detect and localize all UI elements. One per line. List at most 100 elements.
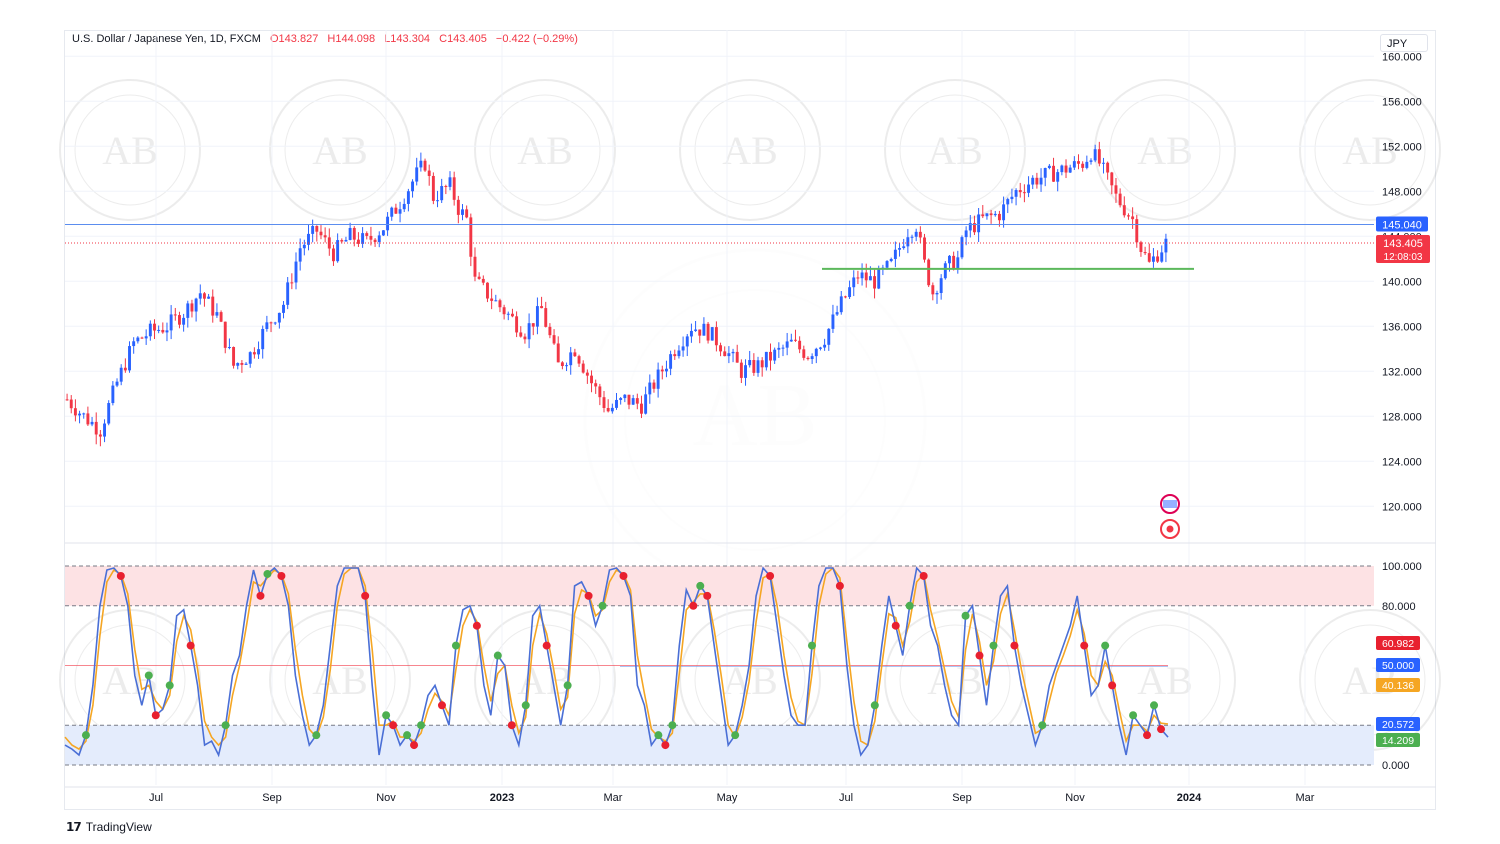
candle-body [972, 223, 976, 233]
ohlc-high: H144.098 [327, 33, 376, 45]
sell-signal-dot [1010, 641, 1019, 650]
resistance-badge-label: 145.040 [1382, 220, 1422, 232]
candle-body [964, 230, 968, 238]
watermark-seal-text: AB [1137, 128, 1193, 173]
tradingview-icon: 𝟭𝟳 [66, 820, 82, 834]
buy-signal-dot [417, 721, 426, 730]
candle-body [219, 312, 223, 322]
japan-flag-icon-dot [1166, 525, 1174, 533]
candle-body [535, 306, 539, 327]
candle-body [731, 351, 735, 354]
candle-body [523, 336, 527, 340]
candle-body [340, 240, 344, 242]
candle-body [602, 397, 606, 408]
candle-body [107, 403, 111, 424]
candle-body [927, 259, 931, 286]
candle-body [456, 199, 460, 215]
candle-body [1118, 193, 1122, 206]
sell-signal-dot [1143, 731, 1152, 740]
sell-signal-dot [361, 591, 370, 600]
candle-body [261, 328, 265, 350]
candle-body [660, 369, 664, 372]
time-axis-label: May [717, 792, 738, 804]
candle-body [752, 360, 756, 373]
time-axis-label: Nov [376, 792, 396, 804]
candle-body [948, 255, 951, 264]
candle-body [86, 413, 90, 425]
candle-body [510, 313, 514, 317]
symbol-name[interactable]: U.S. Dollar / Japanese Yen, 1D, FXCM [72, 33, 261, 45]
candle-body [623, 394, 627, 399]
currency-selector[interactable]: JPY [1380, 34, 1428, 52]
time-axis-label: Sep [262, 792, 282, 804]
candle-body [190, 303, 194, 312]
candle-body [760, 360, 764, 368]
watermark-seal-inner [74, 94, 186, 206]
candle-body [390, 207, 394, 217]
buy-signal-dot [165, 681, 174, 690]
watermark-seal-text: AB [722, 128, 778, 173]
candle-body [669, 354, 673, 369]
buy-signal-dot [521, 701, 530, 710]
candle-body [311, 226, 315, 234]
candle-body [248, 352, 252, 364]
candle-body [315, 226, 319, 232]
candle-body [577, 356, 581, 364]
candle-body [356, 239, 360, 244]
buy-signal-dot [1038, 721, 1047, 730]
candle-body [868, 276, 872, 281]
candle-body [277, 312, 281, 323]
sell-signal-dot [619, 571, 628, 580]
watermark-seal-text: AB [312, 128, 368, 173]
buy-signal-dot [451, 641, 460, 650]
candle-body [198, 293, 202, 299]
tradingview-logo[interactable]: 𝟭𝟳 TradingView [66, 820, 152, 834]
candle-body [818, 347, 822, 349]
candle-body [373, 239, 377, 243]
candle-body [398, 209, 402, 214]
candle-body [798, 340, 802, 350]
watermark-center-text: AB [692, 366, 817, 465]
candle-body [1135, 219, 1139, 243]
buy-signal-dot [961, 611, 970, 620]
candle-body [194, 298, 198, 312]
last-price-badge-label: 143.405 [1383, 238, 1423, 250]
candle-body [968, 223, 972, 231]
candle-body [648, 382, 652, 395]
candle-body [902, 246, 906, 249]
candle-body [852, 277, 856, 288]
candle-body [1072, 161, 1076, 168]
candle-body [444, 186, 448, 188]
watermark-seal-inner [694, 94, 806, 206]
candle-body [681, 346, 685, 351]
oscillator-axis-label: 100.000 [1382, 561, 1422, 573]
candle-body [548, 326, 552, 336]
candle-body [1014, 190, 1018, 197]
candle-body [332, 248, 335, 262]
candle-body [1022, 192, 1026, 194]
candle-body [960, 237, 964, 258]
candle-body [835, 312, 839, 315]
oscillator-axis-label: 80.000 [1382, 601, 1416, 613]
candle-body [702, 323, 706, 336]
sell-signal-dot [766, 571, 775, 580]
candle-body [336, 240, 340, 262]
buy-signal-dot [81, 731, 90, 740]
candle-body [502, 307, 506, 315]
countdown-label: 12:08:03 [1384, 252, 1423, 263]
candle-body [1043, 168, 1047, 178]
candle-body [885, 261, 889, 268]
watermark-seal-text: AB [312, 658, 368, 703]
stochastic-k-line [64, 566, 1169, 758]
oscillator-value-badge [1376, 636, 1420, 650]
candle-body [744, 365, 747, 378]
watermark-seal-inner [1109, 94, 1221, 206]
candle-body [856, 277, 860, 279]
sell-signal-dot [472, 621, 481, 630]
candle-body [631, 398, 635, 405]
candle-body [352, 227, 356, 240]
buy-signal-dot [870, 701, 879, 710]
time-axis-label: Nov [1065, 792, 1085, 804]
candle-body [939, 278, 943, 294]
